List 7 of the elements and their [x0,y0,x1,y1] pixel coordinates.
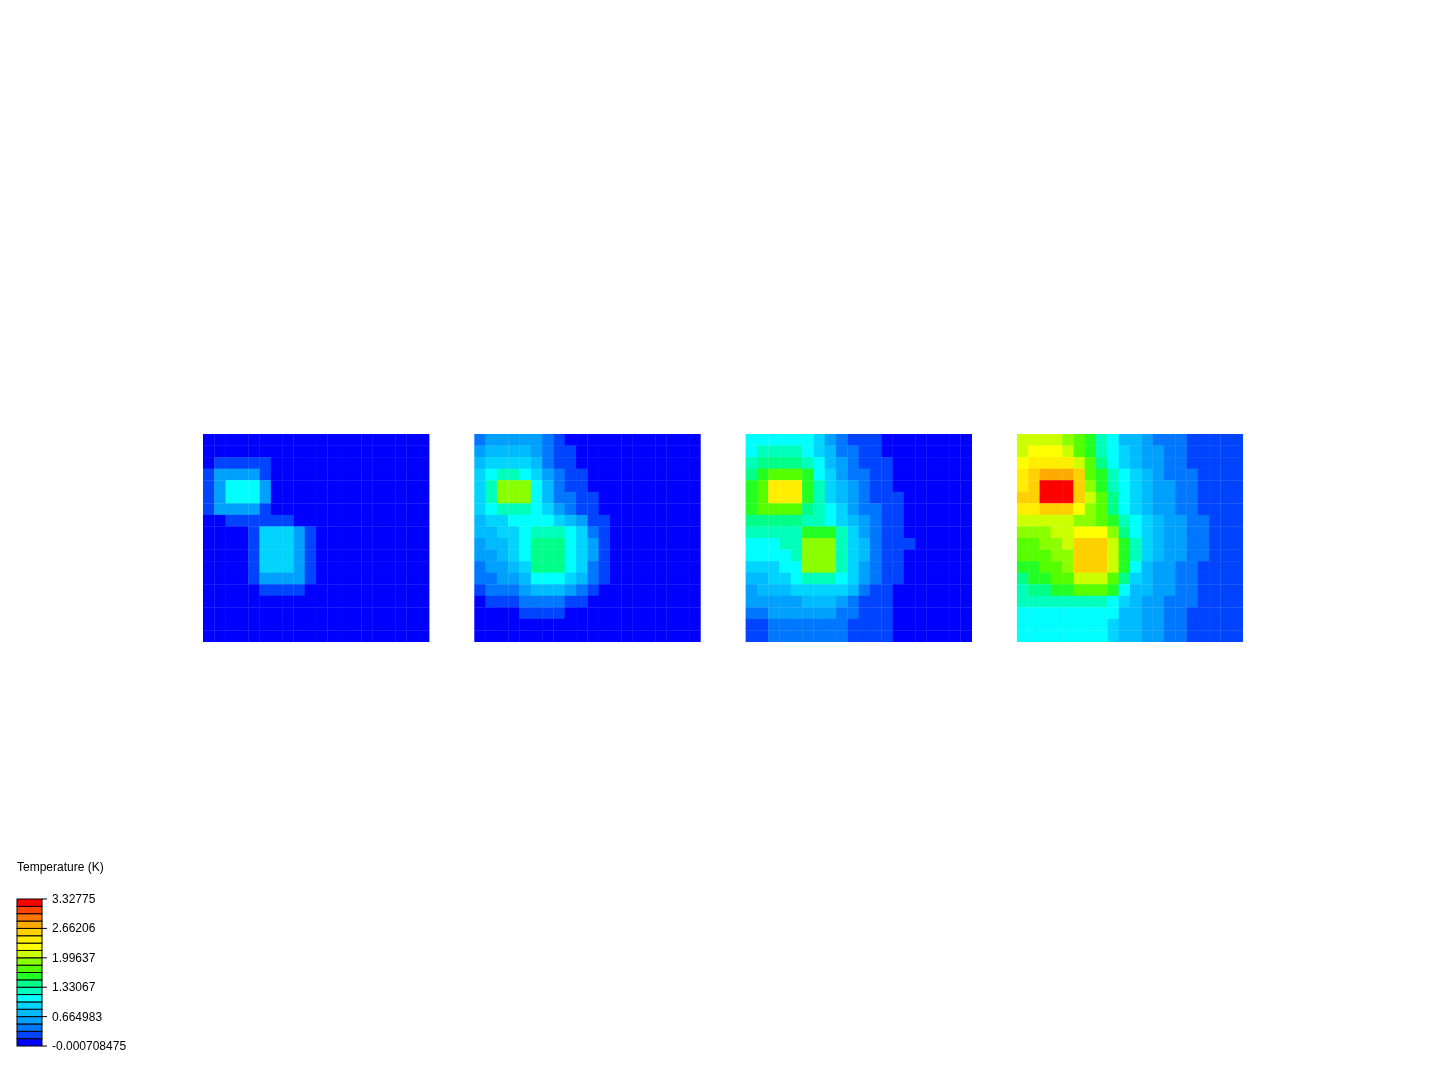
color-bar-label: 1.33067 [52,980,96,995]
color-bar-label: 1.99637 [52,950,96,965]
color-bar-label: 0.664983 [52,1009,103,1024]
color-bar-label: 2.66206 [52,921,96,936]
color-bar-label: 3.32775 [52,892,96,906]
color-bar-title: Temperature (K) [17,860,104,874]
color-bar-label: -0.000708475 [52,1039,127,1053]
